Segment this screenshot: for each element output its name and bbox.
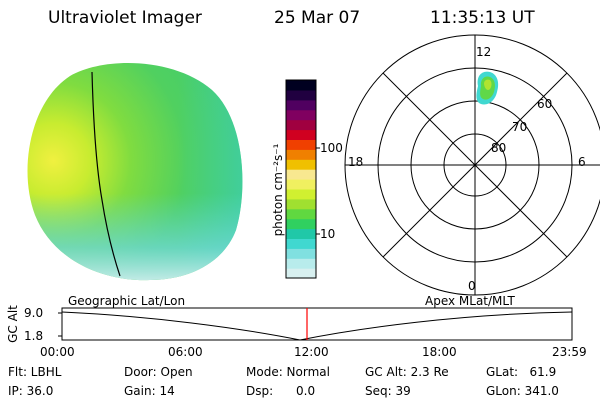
colorbar-segment	[286, 268, 316, 279]
x-tick-0000: 00:00	[40, 345, 75, 359]
door-status: Door: Open	[124, 365, 193, 379]
x-tick-0600: 06:00	[168, 345, 203, 359]
colorbar-segment	[286, 89, 316, 101]
x-tick-1800: 18:00	[422, 345, 457, 359]
x-tick-2359: 23:59	[552, 345, 587, 359]
time-label: 11:35:13 UT	[430, 8, 535, 28]
colorbar-tick-100: 100	[320, 141, 343, 155]
date-label: 25 Mar 07	[274, 8, 361, 28]
mlt-label-12: 12	[476, 45, 492, 59]
y-tick-9: 9.0	[24, 306, 44, 320]
filter-status: Flt: LBHL	[8, 365, 62, 379]
colorbar-segment	[286, 129, 316, 140]
colorbar-segment	[286, 228, 316, 239]
geo-latlon-label: Geographic Lat/Lon	[68, 294, 186, 308]
y-tick-1-8: 1.8	[24, 329, 44, 343]
mlt-label-18: 18	[348, 155, 364, 169]
colorbar-segment	[286, 188, 316, 200]
colorbar-segment	[286, 238, 316, 249]
colorbar-segment	[286, 109, 316, 121]
color-scale-bar	[285, 79, 317, 279]
gain-status: Gain: 14	[124, 384, 175, 398]
colorbar-segment	[286, 139, 316, 150]
colorbar-segment	[286, 248, 316, 259]
colorbar-segment	[286, 99, 316, 111]
aurora-spot	[476, 71, 499, 105]
colorbar-segment	[286, 80, 316, 91]
seq-status: Seq: 39	[365, 384, 411, 398]
dsp-status: Dsp: 0.0	[246, 384, 316, 398]
gc-alt-timeline	[58, 307, 573, 341]
polar-mlt-plot	[344, 34, 600, 296]
colorbar-segment	[286, 119, 316, 131]
uv-earth-image	[27, 63, 243, 281]
colorbar-segment	[286, 169, 316, 180]
mode-status: Mode: Normal	[246, 365, 330, 379]
mlt-label-0: 0	[468, 279, 476, 293]
ip-status: IP: 36.0	[8, 384, 54, 398]
colorbar-segment	[286, 258, 316, 269]
glon-status: GLon: 341.0	[486, 384, 559, 398]
terminator-line	[91, 71, 121, 277]
glat-status: GLat: 61.9	[486, 365, 557, 379]
lat-label-70: 70	[512, 120, 528, 134]
colorbar-border	[285, 79, 317, 279]
instrument-title: Ultraviolet Imager	[48, 8, 202, 28]
lat-label-60: 60	[537, 97, 553, 111]
colorbar-tick-10: 10	[320, 227, 336, 241]
colorbar-segment	[286, 159, 316, 170]
colorbar-segment	[286, 198, 316, 210]
mlt-label-6: 6	[578, 155, 586, 169]
lat-label-80: 80	[491, 141, 507, 155]
gc-alt-status: GC Alt: 2.3 Re	[365, 365, 449, 379]
colorbar-segment	[286, 179, 316, 190]
colorbar-segment	[286, 149, 316, 160]
apex-mlat-label: Apex MLat/MLT	[425, 294, 515, 308]
x-tick-1200: 12:00	[294, 345, 329, 359]
colorbar-unit-label: photon cm⁻²s⁻¹	[271, 143, 285, 237]
colorbar-segment	[286, 218, 316, 230]
colorbar-segment	[286, 208, 316, 220]
gc-alt-axis-title: GC Alt	[6, 305, 20, 343]
